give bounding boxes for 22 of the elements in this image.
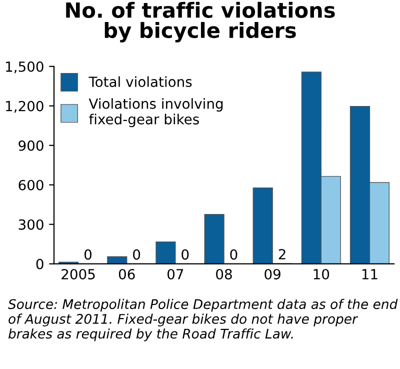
y-tick-label: 300: [18, 219, 44, 230]
data-label: 0: [230, 249, 238, 260]
x-tick-label: 11: [362, 269, 378, 280]
x-tick-label: 10: [314, 268, 330, 280]
y-tick-label: 1,200: [6, 100, 44, 113]
source-note: Source: Metropolitan Police Department data as of the end of August 2011. Fixed-gear bikes do not have proper brakes as required by the Road Traffic Law.: [8, 298, 398, 342]
chart-title: No. of traffic violations by bicycle riders: [66, 2, 335, 42]
x-tick-label: 06: [118, 268, 135, 280]
data-label: 0: [133, 249, 140, 260]
y-tick-label: 1,500: [6, 61, 44, 74]
x-tick-label: 08: [216, 268, 232, 280]
y-tick-label: 0: [36, 258, 44, 270]
y-tick-label: 600: [18, 180, 44, 190]
data-label: 0: [84, 249, 92, 260]
data-label: 2: [278, 248, 286, 260]
legend-label: Total violations: [88, 76, 192, 88]
x-tick-label: 09: [264, 268, 280, 280]
data-label: 0: [182, 249, 189, 260]
y-tick-label: 900: [18, 140, 44, 151]
x-tick-label: 07: [168, 268, 184, 280]
x-tick-label: 2005: [62, 268, 95, 280]
legend-label: Violations involving fixed-gear bikes: [88, 98, 223, 128]
